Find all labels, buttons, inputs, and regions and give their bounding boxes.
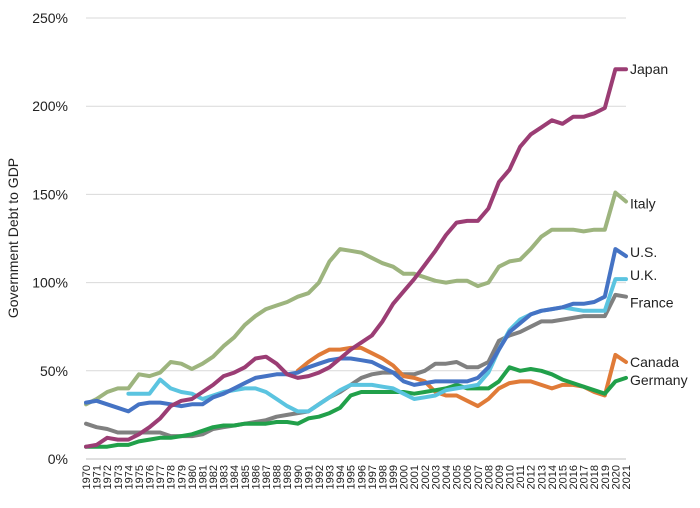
x-tick-label: 1986 (250, 465, 262, 489)
x-tick-label: 1987 (261, 465, 273, 489)
x-tick-label: 1984 (229, 465, 241, 489)
x-tick-label: 1975 (134, 465, 146, 489)
x-tick-label: 1998 (377, 465, 389, 489)
x-tick-label: 1989 (282, 465, 294, 489)
x-tick-label: 2006 (462, 465, 474, 489)
y-tick-label: 50% (40, 363, 68, 379)
x-tick-label: 1991 (303, 465, 315, 489)
series-line-germany (84, 365, 628, 449)
y-tick-label: 150% (32, 186, 68, 202)
x-tick-label: 1970 (81, 465, 93, 489)
series-label-france: France (630, 295, 674, 311)
x-tick-label: 1978 (166, 465, 178, 489)
y-tick-label: 200% (32, 98, 68, 114)
x-tick-label: 1973 (113, 465, 125, 489)
series-line-japan (84, 67, 628, 449)
x-tick-label: 2009 (494, 465, 506, 489)
x-tick-label: 1999 (388, 465, 400, 489)
series-label-italy: Italy (630, 195, 656, 211)
x-tick-label: 1974 (123, 465, 135, 489)
x-tick-label: 1971 (92, 465, 104, 489)
y-tick-label: 0% (48, 451, 68, 467)
y-tick-label: 250% (32, 10, 68, 26)
x-tick-label: 1994 (335, 465, 347, 489)
x-tick-label: 1983 (219, 465, 231, 489)
x-tick-label: 2015 (557, 465, 569, 489)
x-tick-label: 1972 (102, 465, 114, 489)
x-tick-label: 2011 (515, 465, 527, 489)
x-tick-label: 1988 (272, 465, 284, 489)
series-label-uk: U.K. (630, 267, 657, 283)
x-tick-label: 2014 (547, 465, 559, 489)
x-tick-label: 1982 (208, 465, 220, 489)
series-line-italy (84, 190, 628, 407)
y-tick-label: 100% (32, 275, 68, 291)
gridlines (86, 17, 626, 460)
series-label-japan: Japan (630, 61, 668, 77)
x-tick-label: 1997 (367, 465, 379, 489)
x-tick-label: 2000 (399, 465, 411, 489)
series-label-germany: Germany (630, 372, 688, 388)
x-tick-label: 1996 (356, 465, 368, 489)
x-tick-label: 2004 (441, 465, 453, 489)
x-axis-ticks: 1970197119721973197419751976197719781979… (81, 465, 633, 489)
x-tick-label: 1980 (187, 465, 199, 489)
x-tick-label: 2007 (473, 465, 485, 489)
x-tick-label: 1995 (346, 465, 358, 489)
series-lines (84, 67, 628, 449)
x-tick-label: 2016 (568, 465, 580, 489)
x-tick-label: 2013 (536, 465, 548, 489)
series-labels: Japan Italy U.S. U.K. France Canada Germany (630, 61, 688, 388)
series-label-us: U.S. (630, 244, 657, 260)
x-tick-label: 1979 (176, 465, 188, 489)
x-tick-label: 2020 (610, 465, 622, 489)
x-tick-label: 2002 (420, 465, 432, 489)
x-tick-label: 2010 (505, 465, 517, 489)
y-axis-label: Government Debt to GDP (5, 158, 21, 318)
x-tick-label: 2001 (409, 465, 421, 489)
x-tick-label: 1993 (325, 465, 337, 489)
x-tick-label: 2008 (483, 465, 495, 489)
x-tick-label: 1976 (145, 465, 157, 489)
x-tick-label: 2003 (430, 465, 442, 489)
x-tick-label: 2005 (452, 465, 464, 489)
series-label-canada: Canada (630, 354, 679, 370)
x-tick-label: 1981 (197, 465, 209, 489)
x-tick-label: 2018 (589, 465, 601, 489)
y-axis-ticks: 0% 50% 100% 150% 200% 250% (32, 10, 68, 467)
x-tick-label: 2012 (526, 465, 538, 489)
x-tick-label: 2021 (621, 465, 633, 489)
x-tick-label: 2019 (600, 465, 612, 489)
x-tick-label: 2017 (579, 465, 591, 489)
x-tick-label: 1977 (155, 465, 167, 489)
x-tick-label: 1990 (293, 465, 305, 489)
x-tick-label: 1992 (314, 465, 326, 489)
x-tick-label: 1985 (240, 465, 252, 489)
